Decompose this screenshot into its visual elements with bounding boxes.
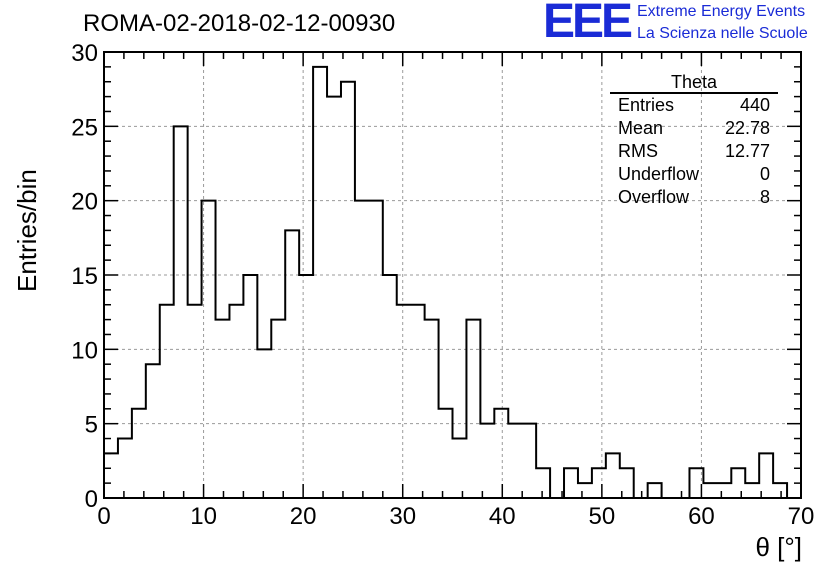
stats-row-mean: Mean 22.78 xyxy=(610,117,778,140)
logo-text-line1: Extreme Energy Events xyxy=(637,3,806,20)
y-tick-label: 5 xyxy=(85,412,98,439)
stats-value: 12.77 xyxy=(724,141,770,161)
x-tick-label: 0 xyxy=(97,503,110,530)
x-tick-label: 10 xyxy=(190,503,217,530)
y-tick-label: 10 xyxy=(71,337,98,364)
logo-text-line2: La Scienza nelle Scuole xyxy=(637,25,808,42)
stats-value: 8 xyxy=(759,187,770,207)
y-tick-label: 20 xyxy=(71,189,98,216)
x-tick-label: 20 xyxy=(290,503,317,530)
stats-value: 440 xyxy=(739,95,770,115)
x-tick-label: 60 xyxy=(688,503,715,530)
x-tick-label: 30 xyxy=(389,503,416,530)
stats-label: RMS xyxy=(618,141,658,161)
stats-row-underflow: Underflow 0 xyxy=(610,163,778,186)
y-tick-label: 15 xyxy=(71,263,98,290)
stats-title: Theta xyxy=(610,72,778,94)
x-tick-labels: 0 10 20 30 40 50 60 70 xyxy=(97,503,814,530)
stats-row-entries: Entries 440 xyxy=(610,94,778,117)
stats-label: Entries xyxy=(618,95,675,115)
y-tick-label: 25 xyxy=(71,114,98,141)
x-tick-label: 50 xyxy=(589,503,616,530)
y-tick-label: 0 xyxy=(85,486,98,513)
y-axis-label: Entries/bin xyxy=(12,169,42,292)
x-tick-label: 40 xyxy=(489,503,516,530)
eee-logo: EEE xyxy=(543,0,633,48)
axis-ticks xyxy=(103,51,802,499)
stats-value: 22.78 xyxy=(724,118,770,138)
stats-row-overflow: Overflow 8 xyxy=(610,186,778,209)
chart-title: ROMA-02-2018-02-12-00930 xyxy=(83,10,396,37)
x-axis-label: θ [°] xyxy=(755,532,802,562)
stats-value: 0 xyxy=(759,164,770,184)
y-tick-labels: 0 5 10 15 20 25 30 xyxy=(71,40,98,513)
stats-box: Theta Entries 440 Mean 22.78 RMS 12.77 U… xyxy=(610,72,778,209)
stats-label: Underflow xyxy=(618,164,700,184)
y-axis-label-container: Entries/bin xyxy=(8,169,48,292)
x-tick-label: 70 xyxy=(788,503,815,530)
stats-label: Mean xyxy=(618,118,664,138)
stats-label: Overflow xyxy=(618,187,690,207)
y-tick-label: 30 xyxy=(71,40,98,67)
stats-row-rms: RMS 12.77 xyxy=(610,140,778,163)
